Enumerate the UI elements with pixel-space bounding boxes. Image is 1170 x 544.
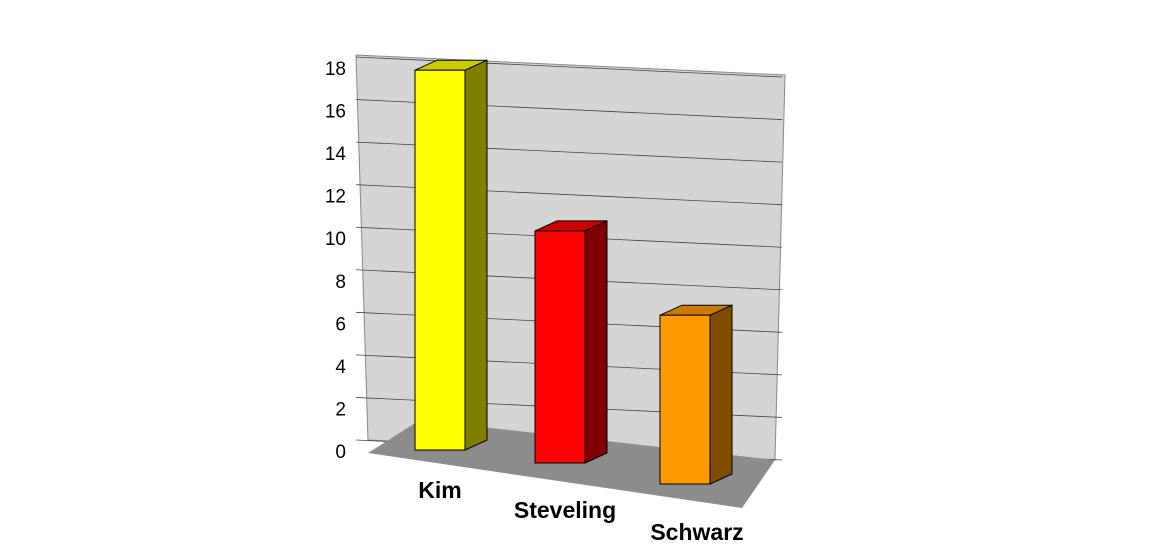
x-tick-label: Kim — [418, 477, 461, 503]
y-tick-label: 12 — [325, 187, 346, 208]
grid-line — [355, 56, 783, 78]
bar-side — [464, 59, 488, 451]
bars — [414, 59, 733, 485]
x-tick-label: Schwarz — [650, 519, 743, 544]
y-tick-label: 6 — [335, 314, 346, 335]
bar-side — [709, 304, 733, 485]
bar-front — [414, 69, 466, 451]
bar — [534, 220, 608, 464]
bar — [659, 304, 733, 485]
y-tick-label: 0 — [335, 442, 346, 463]
bar-front — [534, 230, 586, 464]
y-tick-label: 18 — [325, 59, 346, 80]
bar-front — [659, 314, 711, 485]
bar — [414, 59, 488, 451]
bar-side — [584, 220, 608, 464]
y-tick-label: 4 — [335, 357, 346, 378]
y-tick-label: 2 — [335, 399, 346, 420]
y-tick-label: 10 — [325, 229, 346, 250]
y-tick-label: 14 — [325, 144, 347, 165]
x-tick-label: Steveling — [514, 497, 616, 523]
y-tick-label: 8 — [335, 272, 346, 293]
y-tick-label: 16 — [325, 102, 346, 123]
